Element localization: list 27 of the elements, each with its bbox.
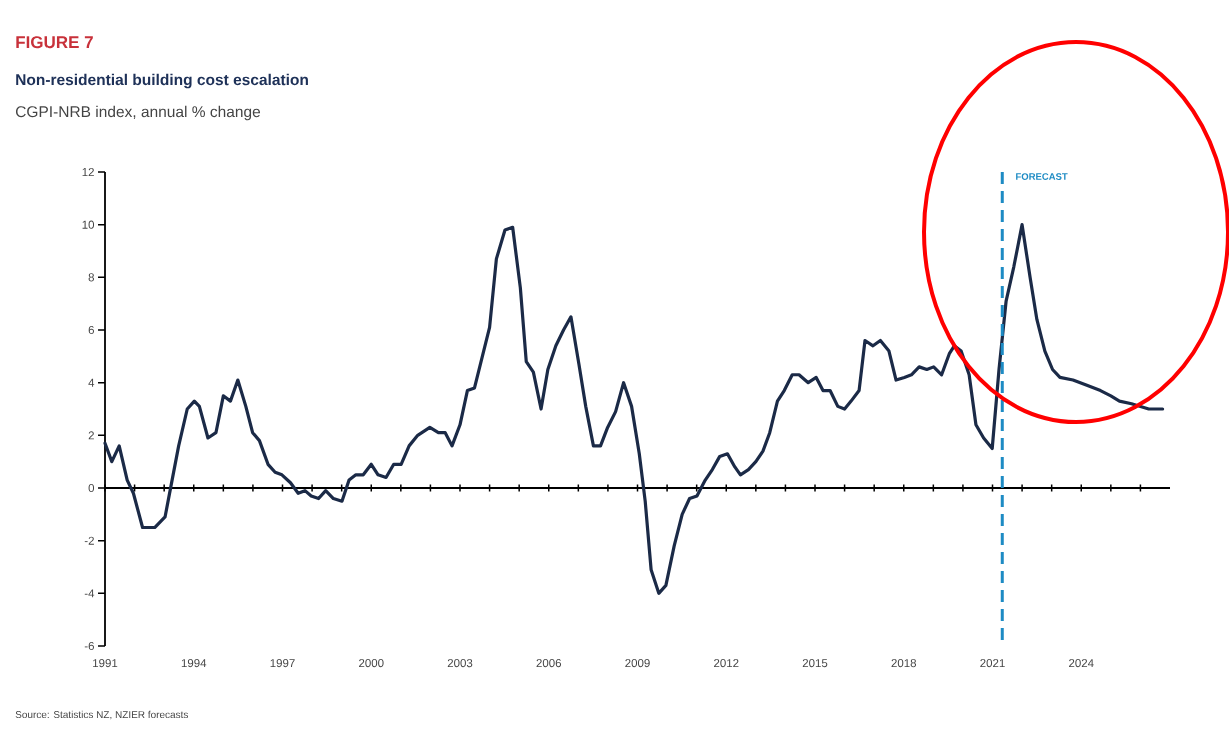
x-tick-label: 2006 xyxy=(536,659,562,668)
chart-subtitle: CGPI-NRB index, annual % change xyxy=(15,105,261,121)
x-tick-label: 2018 xyxy=(891,659,917,668)
x-tick-label: 2009 xyxy=(625,659,650,668)
x-tick-label: 2021 xyxy=(980,659,1005,668)
y-tick-label: 8 xyxy=(88,273,94,282)
y-tick-label: -6 xyxy=(84,641,94,651)
x-tick-label: 1997 xyxy=(270,659,295,668)
caption: FIGURE 7 xyxy=(16,36,93,49)
y-tick-label: 12 xyxy=(82,167,94,177)
x-tick-label: 2000 xyxy=(359,659,384,668)
x-tick-label: 2024 xyxy=(1069,659,1094,668)
x-tick-label: 1994 xyxy=(181,659,207,668)
source-note: Source: Statistics NZ, NZIER forecasts xyxy=(15,710,189,720)
y-tick-label: -4 xyxy=(84,589,95,598)
y-tick-label: -2 xyxy=(84,536,94,545)
ref-line-label: FORECAST xyxy=(1016,173,1068,180)
x-tick-label: 2015 xyxy=(802,659,828,668)
chart-title: Non-residential building cost escalation xyxy=(16,73,308,89)
y-tick-label: 6 xyxy=(88,325,94,335)
x-tick-label: 2012 xyxy=(714,659,739,668)
x-tick-label: 1991 xyxy=(93,659,118,668)
y-tick-label: 4 xyxy=(88,378,95,387)
y-tick-label: 2 xyxy=(88,431,94,440)
y-tick-label: 0 xyxy=(88,483,95,493)
y-tick-label: 10 xyxy=(82,220,95,229)
x-tick-label: 2003 xyxy=(447,659,473,668)
